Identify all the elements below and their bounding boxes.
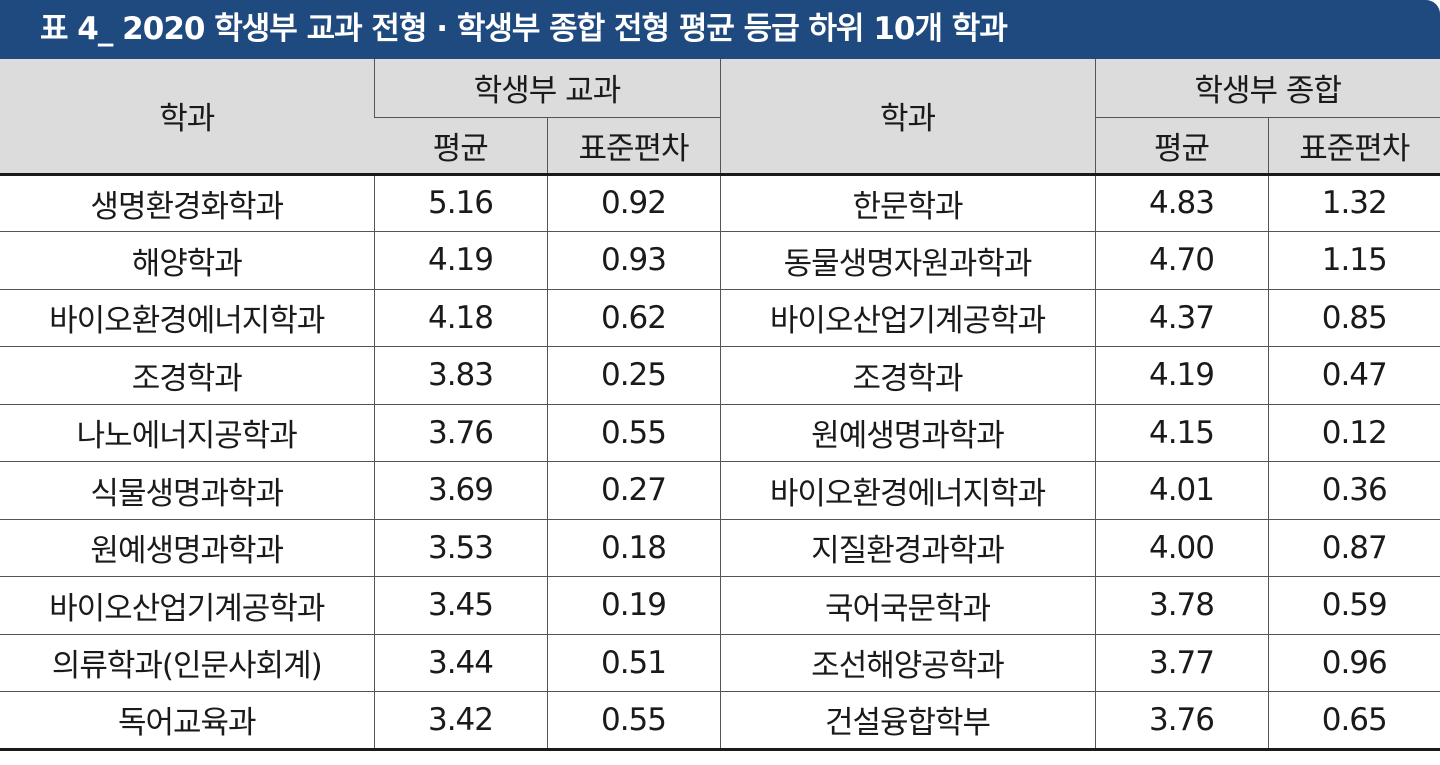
cell-dept-right: 바이오환경에너지학과 xyxy=(719,461,1095,520)
cell-avg-right: 4.37 xyxy=(1094,289,1268,347)
table-row: 바이오산업기계공학과 3.45 0.19 국어국문학과 3.78 0.59 xyxy=(0,576,1440,635)
cell-dept-left: 바이오환경에너지학과 xyxy=(0,289,374,347)
cell-dept-right: 조경학과 xyxy=(719,346,1095,405)
cell-dept-left: 조경학과 xyxy=(0,346,374,405)
table-row: 바이오환경에너지학과 4.18 0.62 바이오산업기계공학과 4.37 0.85 xyxy=(0,289,1440,347)
cell-sd-left: 0.19 xyxy=(546,576,720,635)
cell-sd-left: 0.55 xyxy=(546,404,720,462)
cell-dept-left: 해양학과 xyxy=(0,231,374,290)
header-avg-right: 평균 xyxy=(1094,117,1268,176)
cell-avg-left: 3.83 xyxy=(373,346,547,405)
grade-table: 학과 학생부 교과 학과 학생부 종합 평균 표준편차 평균 표준편차 생명환경… xyxy=(0,59,1440,751)
table-title-bar: 표 4_ 2020 학생부 교과 전형 · 학생부 종합 전형 평균 등급 하위… xyxy=(0,0,1440,59)
cell-sd-left: 0.18 xyxy=(546,519,720,577)
cell-dept-left: 의류학과(인문사회계) xyxy=(0,634,374,692)
header-sd-left: 표준편차 xyxy=(546,117,720,176)
table-row: 의류학과(인문사회계) 3.44 0.51 조선해양공학과 3.77 0.96 xyxy=(0,634,1440,692)
cell-avg-left: 5.16 xyxy=(373,174,547,232)
cell-sd-right: 0.65 xyxy=(1267,691,1440,751)
cell-dept-right: 원예생명과학과 xyxy=(719,404,1095,462)
cell-avg-left: 3.76 xyxy=(373,404,547,462)
cell-avg-right: 4.19 xyxy=(1094,346,1268,405)
header-dept-left: 학과 xyxy=(0,59,374,176)
cell-sd-right: 0.12 xyxy=(1267,404,1440,462)
header-avg-left: 평균 xyxy=(374,117,547,176)
table-body: 생명환경화학과 5.16 0.92 한문학과 4.83 1.32 해양학과 4.19 0.93 동… xyxy=(0,174,1440,751)
header-group-right: 학생부 종합 xyxy=(1094,59,1440,118)
cell-dept-left: 식물생명과학과 xyxy=(0,461,374,520)
cell-avg-left: 4.18 xyxy=(373,289,547,347)
cell-dept-left: 나노에너지공학과 xyxy=(0,404,374,462)
cell-sd-right: 0.36 xyxy=(1267,461,1440,520)
table-row: 나노에너지공학과 3.76 0.55 원예생명과학과 4.15 0.12 xyxy=(0,404,1440,462)
table-row: 조경학과 3.83 0.25 조경학과 4.19 0.47 xyxy=(0,346,1440,405)
header-group-left: 학생부 교과 xyxy=(373,59,720,118)
cell-dept-right: 동물생명자원과학과 xyxy=(719,231,1095,290)
cell-dept-left: 생명환경화학과 xyxy=(0,174,374,232)
header-dept-right: 학과 xyxy=(719,59,1095,176)
cell-sd-right: 0.85 xyxy=(1267,289,1440,347)
table-row: 식물생명과학과 3.69 0.27 바이오환경에너지학과 4.01 0.36 xyxy=(0,461,1440,520)
cell-avg-left: 3.44 xyxy=(373,634,547,692)
table-row: 독어교육과 3.42 0.55 건설융합학부 3.76 0.65 xyxy=(0,691,1440,751)
cell-avg-left: 3.45 xyxy=(373,576,547,635)
cell-avg-left: 3.53 xyxy=(373,519,547,577)
cell-dept-left: 바이오산업기계공학과 xyxy=(0,576,374,635)
cell-avg-right: 3.76 xyxy=(1094,691,1268,751)
cell-sd-right: 0.96 xyxy=(1267,634,1440,692)
table-row: 생명환경화학과 5.16 0.92 한문학과 4.83 1.32 xyxy=(0,174,1440,232)
cell-sd-left: 0.27 xyxy=(546,461,720,520)
cell-avg-right: 4.00 xyxy=(1094,519,1268,577)
cell-sd-left: 0.62 xyxy=(546,289,720,347)
cell-sd-left: 0.55 xyxy=(546,691,720,751)
cell-avg-left: 3.42 xyxy=(373,691,547,751)
cell-dept-left: 독어교육과 xyxy=(0,691,374,751)
cell-sd-left: 0.92 xyxy=(546,174,720,232)
cell-dept-left: 원예생명과학과 xyxy=(0,519,374,577)
cell-sd-left: 0.51 xyxy=(546,634,720,692)
cell-dept-right: 건설융합학부 xyxy=(719,691,1095,751)
cell-sd-left: 0.93 xyxy=(546,231,720,290)
cell-dept-right: 바이오산업기계공학과 xyxy=(719,289,1095,347)
cell-sd-right: 0.59 xyxy=(1267,576,1440,635)
table-row: 원예생명과학과 3.53 0.18 지질환경과학과 4.00 0.87 xyxy=(0,519,1440,577)
table-title: 표 4_ 2020 학생부 교과 전형 · 학생부 종합 전형 평균 등급 하위… xyxy=(40,11,1008,47)
cell-dept-right: 지질환경과학과 xyxy=(719,519,1095,577)
cell-dept-right: 한문학과 xyxy=(719,174,1095,232)
cell-avg-left: 4.19 xyxy=(373,231,547,290)
cell-sd-right: 1.15 xyxy=(1267,231,1440,290)
cell-avg-right: 4.01 xyxy=(1094,461,1268,520)
cell-avg-right: 4.70 xyxy=(1094,231,1268,290)
cell-sd-right: 0.87 xyxy=(1267,519,1440,577)
table-row: 해양학과 4.19 0.93 동물생명자원과학과 4.70 1.15 xyxy=(0,231,1440,290)
cell-avg-right: 4.83 xyxy=(1094,174,1268,232)
cell-dept-right: 국어국문학과 xyxy=(719,576,1095,635)
cell-sd-right: 0.47 xyxy=(1267,346,1440,405)
cell-avg-right: 3.77 xyxy=(1094,634,1268,692)
header-sd-right: 표준편차 xyxy=(1267,117,1440,176)
cell-avg-left: 3.69 xyxy=(373,461,547,520)
cell-avg-right: 4.15 xyxy=(1094,404,1268,462)
cell-avg-right: 3.78 xyxy=(1094,576,1268,635)
cell-sd-right: 1.32 xyxy=(1267,174,1440,232)
cell-dept-right: 조선해양공학과 xyxy=(719,634,1095,692)
cell-sd-left: 0.25 xyxy=(546,346,720,405)
